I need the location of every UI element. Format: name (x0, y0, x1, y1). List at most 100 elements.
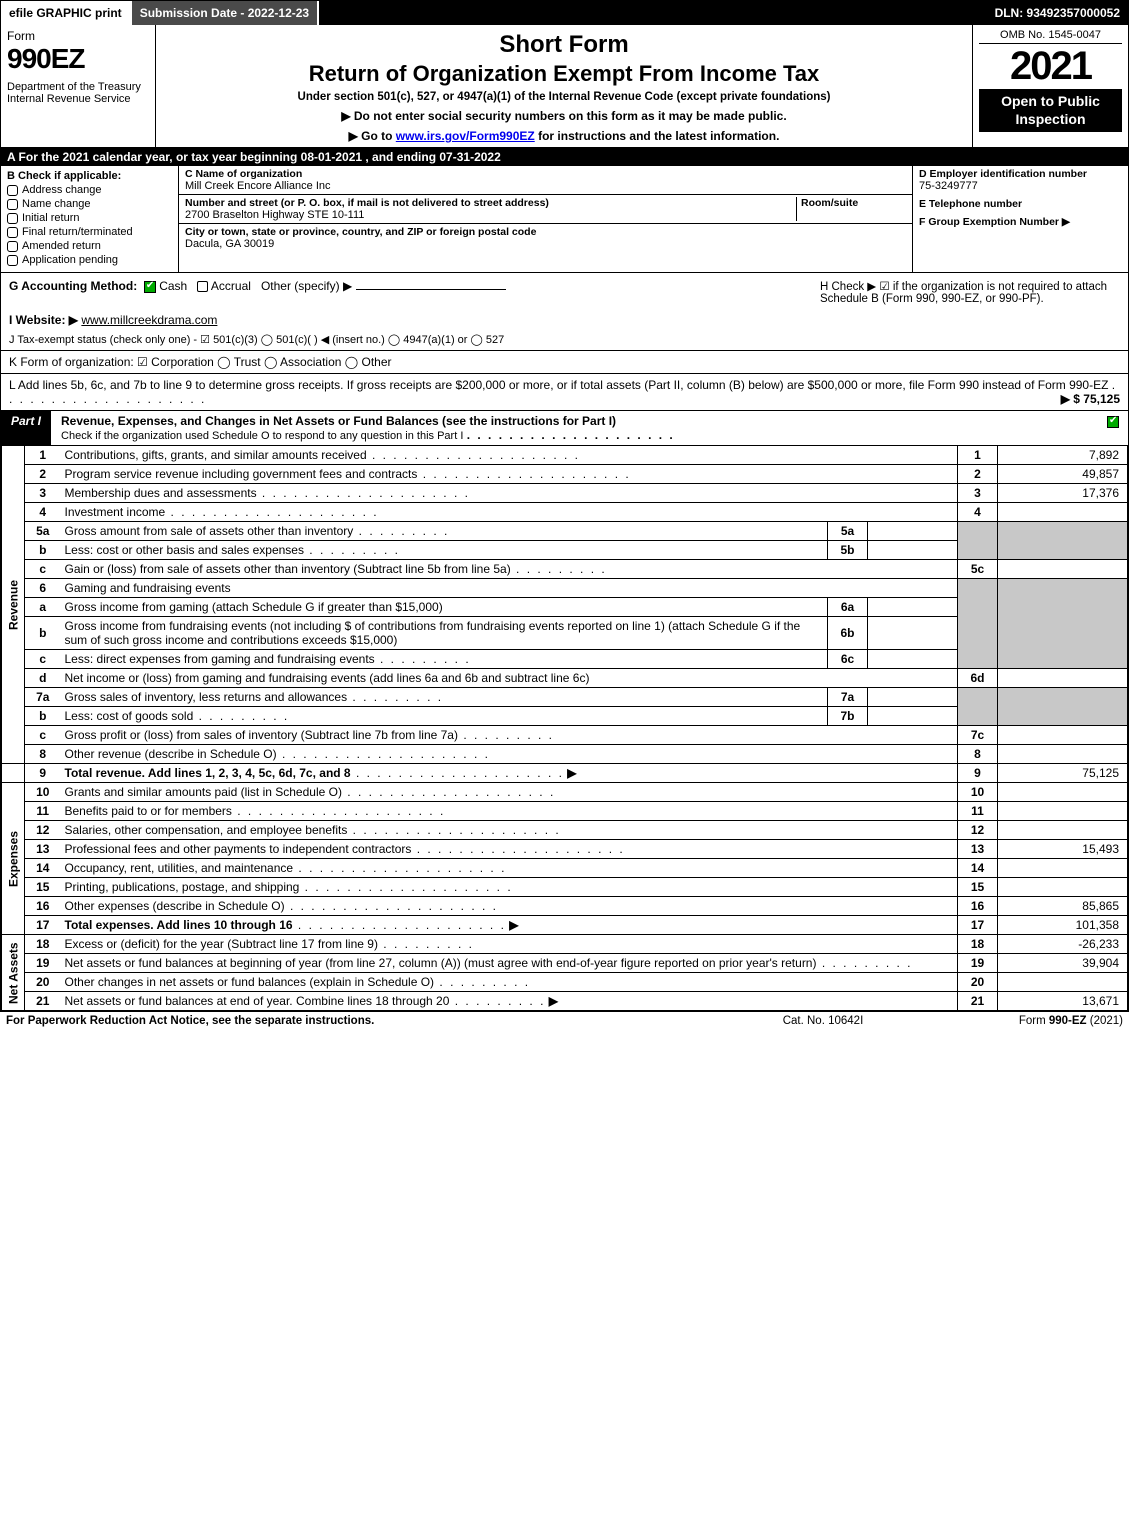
accrual-label: Accrual (211, 279, 251, 293)
goto-pre: ▶ Go to (349, 129, 396, 143)
part-i-header: Part I Revenue, Expenses, and Changes in… (1, 411, 1128, 445)
other-specify-blank[interactable] (356, 289, 506, 290)
l6a-num: a (25, 598, 61, 617)
efile-print-button[interactable]: efile GRAPHIC print (1, 1, 132, 25)
l5c-num: c (25, 560, 61, 579)
c-label: C Name of organization (185, 168, 302, 180)
l2-desc: Program service revenue including govern… (65, 467, 631, 481)
l14-num: 14 (25, 859, 61, 878)
l6c-sub: 6c (828, 650, 868, 669)
l16-num: 16 (25, 897, 61, 916)
l18-num: 18 (25, 935, 61, 954)
omb-number: OMB No. 1545-0047 (979, 29, 1122, 44)
section-h: H Check ▶ ☑ if the organization is not r… (810, 279, 1120, 305)
l7b-num: b (25, 707, 61, 726)
side-netassets: Net Assets (2, 935, 25, 1011)
l19-desc: Net assets or fund balances at beginning… (65, 956, 817, 970)
l6b-desc: Gross income from fundraising events (no… (61, 617, 828, 650)
l6a-desc: Gross income from gaming (attach Schedul… (61, 598, 828, 617)
catalog-number: Cat. No. 10642I (723, 1015, 923, 1027)
grey-7 (958, 688, 998, 726)
part-i-check[interactable] (1098, 411, 1128, 445)
l12-num: 12 (25, 821, 61, 840)
l6-desc: Gaming and fundraising events (61, 579, 958, 598)
chk-final-return[interactable]: Final return/terminated (7, 226, 172, 238)
chk-amended-return[interactable]: Amended return (7, 240, 172, 252)
row-k-form-org: K Form of organization: ☑ Corporation ◯ … (1, 351, 1128, 374)
telephone-block: E Telephone number (919, 198, 1122, 210)
l20-box: 20 (958, 973, 998, 992)
group-exemption-block: F Group Exemption Number ▶ (919, 216, 1122, 228)
section-d-e-f: D Employer identification number 75-3249… (913, 166, 1128, 272)
l7c-num: c (25, 726, 61, 745)
under-section-text: Under section 501(c), 527, or 4947(a)(1)… (164, 91, 964, 103)
l7c-val (998, 726, 1128, 745)
l7a-desc: Gross sales of inventory, less returns a… (65, 690, 444, 704)
l19-val: 39,904 (998, 954, 1128, 973)
row-i: I Website: ▶ www.millcreekdrama.com (1, 311, 1128, 329)
section-b: B Check if applicable: Address change Na… (1, 166, 179, 272)
l16-desc: Other expenses (describe in Schedule O) (65, 899, 498, 913)
section-b-to-f: B Check if applicable: Address change Na… (1, 166, 1128, 273)
l7c-desc: Gross profit or (loss) from sales of inv… (65, 728, 555, 742)
chk-address-change[interactable]: Address change (7, 184, 172, 196)
l7b-sub: 7b (828, 707, 868, 726)
l12-val (998, 821, 1128, 840)
l11-num: 11 (25, 802, 61, 821)
other-label: Other (specify) ▶ (261, 279, 352, 293)
accounting-method: G Accounting Method: Cash Accrual Other … (9, 279, 810, 293)
addr-label: Number and street (or P. O. box, if mail… (185, 197, 549, 209)
chk-accrual[interactable] (197, 281, 208, 292)
l5b-desc: Less: cost or other basis and sales expe… (65, 543, 400, 557)
l6b-num: b (25, 617, 61, 650)
l17-num: 17 (25, 916, 61, 935)
l7b-desc: Less: cost of goods sold (65, 709, 290, 723)
l6d-val (998, 669, 1128, 688)
l20-val (998, 973, 1128, 992)
l12-desc: Salaries, other compensation, and employ… (65, 823, 561, 837)
l8-box: 8 (958, 745, 998, 764)
website-value[interactable]: www.millcreekdrama.com (81, 313, 217, 327)
l17-box: 17 (958, 916, 998, 935)
street-address: 2700 Braselton Highway STE 10-111 (185, 209, 364, 221)
form-word: Form (7, 29, 149, 43)
l10-val (998, 783, 1128, 802)
part-i-subtitle: Check if the organization used Schedule … (61, 430, 463, 442)
l10-box: 10 (958, 783, 998, 802)
open-to-public-box: Open to Public Inspection (979, 89, 1122, 132)
l12-box: 12 (958, 821, 998, 840)
form-ref: Form 990-EZ (2021) (923, 1015, 1123, 1027)
goto-instructions: ▶ Go to www.irs.gov/Form990EZ for instru… (164, 129, 964, 143)
city-label: City or town, state or province, country… (185, 226, 536, 238)
l3-box: 3 (958, 484, 998, 503)
l6c-desc: Less: direct expenses from gaming and fu… (65, 652, 471, 666)
chk-application-pending[interactable]: Application pending (7, 254, 172, 266)
l7a-subval (868, 688, 958, 707)
section-c: C Name of organization Mill Creek Encore… (179, 166, 913, 272)
chk-initial-return[interactable]: Initial return (7, 212, 172, 224)
l13-val: 15,493 (998, 840, 1128, 859)
l21-box: 21 (958, 992, 998, 1011)
row-j-tax-exempt: J Tax-exempt status (check only one) - ☑… (1, 329, 1128, 351)
l8-desc: Other revenue (describe in Schedule O) (65, 747, 490, 761)
goto-post: for instructions and the latest informat… (535, 129, 780, 143)
cash-label: Cash (159, 279, 187, 293)
l9-val: 75,125 (998, 764, 1128, 783)
section-b-heading: B Check if applicable: (7, 170, 172, 182)
l14-box: 14 (958, 859, 998, 878)
l5a-num: 5a (25, 522, 61, 541)
l6d-num: d (25, 669, 61, 688)
irs-link[interactable]: www.irs.gov/Form990EZ (396, 129, 535, 143)
chk-cash[interactable] (144, 281, 156, 293)
l6a-sub: 6a (828, 598, 868, 617)
l11-box: 11 (958, 802, 998, 821)
l1-val: 7,892 (998, 446, 1128, 465)
l10-desc: Grants and similar amounts paid (list in… (65, 785, 556, 799)
chk-name-change[interactable]: Name change (7, 198, 172, 210)
room-suite-label: Room/suite (801, 197, 858, 209)
l4-desc: Investment income (65, 505, 379, 519)
l5c-desc: Gain or (loss) from sale of assets other… (65, 562, 607, 576)
l1-box: 1 (958, 446, 998, 465)
city-row: City or town, state or province, country… (179, 224, 912, 252)
form-number: 990EZ (7, 43, 149, 75)
